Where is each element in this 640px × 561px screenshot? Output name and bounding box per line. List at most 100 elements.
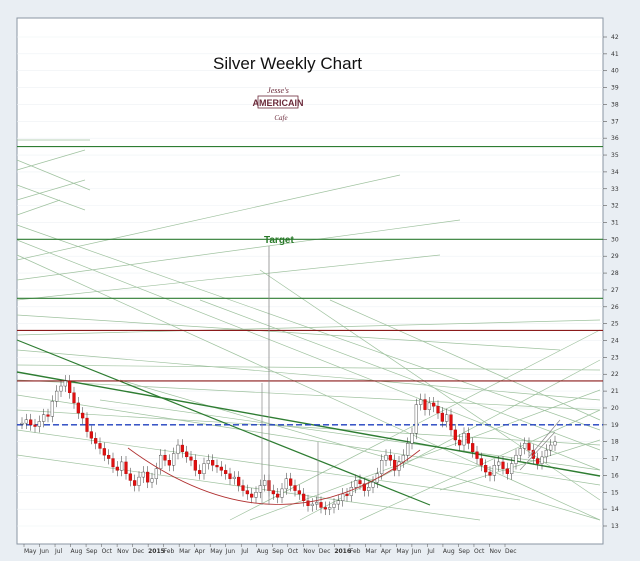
x-tick-label: May [210, 548, 223, 555]
candle-body [453, 429, 457, 441]
y-tick-label: 28 [611, 270, 619, 277]
candle-body [120, 461, 124, 471]
x-tick-label: Nov [303, 548, 315, 555]
y-tick-label: 16 [611, 472, 619, 479]
cup-arc [127, 447, 421, 505]
candle-body [37, 421, 41, 427]
x-tick-label: Sep [458, 548, 470, 555]
candle-body [440, 412, 444, 422]
y-tick-label: 40 [611, 68, 619, 75]
candle-body [237, 476, 241, 486]
y-tick-label: 31 [611, 219, 619, 226]
candle-body [475, 451, 479, 459]
x-tick-label: Feb [350, 548, 361, 555]
candle-body [124, 461, 128, 474]
x-tick-label: Mar [365, 548, 377, 555]
trendline [16, 174, 401, 261]
americain-cafe-logo: Jesse's AMERICAIN Cafe [253, 86, 304, 122]
candle-body [328, 507, 332, 510]
candle-body [488, 471, 492, 476]
candle-body [427, 402, 431, 410]
y-tick-label: 33 [611, 186, 619, 193]
candle-body [462, 433, 466, 446]
candle-body [111, 458, 115, 468]
y-tick-label: 27 [611, 287, 619, 294]
y-tick-label: 22 [611, 371, 619, 378]
x-tick-label: Oct [288, 548, 299, 555]
trendline [16, 409, 601, 446]
x-tick-label: Aug [71, 548, 83, 555]
y-tick-label: 37 [611, 118, 619, 125]
candle-body [33, 424, 37, 427]
y-tick-label: 19 [611, 422, 619, 429]
candle-body [146, 471, 150, 483]
channel-line [527, 419, 561, 459]
candle-body [358, 480, 362, 485]
candle-body [85, 417, 89, 432]
candle-body [250, 493, 254, 498]
candle-body [484, 465, 488, 473]
y-tick-label: 36 [611, 135, 619, 142]
candle-body [540, 456, 544, 464]
candle-body [549, 444, 553, 451]
y-tick-label: 14 [611, 506, 619, 513]
x-tick-label: Oct [102, 548, 113, 555]
trendline-layer [16, 139, 601, 521]
candle-body [306, 500, 310, 506]
x-tick-label: Jul [426, 548, 435, 555]
candle-body [536, 458, 540, 464]
candle-body [501, 461, 505, 469]
candle-body [553, 441, 557, 446]
y-tick-label: 25 [611, 321, 619, 328]
candle-body [284, 478, 288, 490]
candle-body [388, 454, 392, 461]
candle-body [323, 507, 327, 510]
candle-body [362, 483, 366, 491]
candle-body [76, 402, 80, 414]
candle-body [349, 487, 353, 496]
logo-line-2: AMERICAIN [253, 98, 304, 108]
trendline [329, 299, 601, 421]
x-tick-label: Jul [54, 548, 63, 555]
candle-body [224, 470, 228, 474]
y-tick-label: 42 [611, 34, 619, 41]
trendline [16, 159, 91, 191]
candle-body [159, 454, 163, 469]
candle-body [20, 422, 24, 425]
candle-body [176, 444, 180, 454]
trendline [16, 379, 601, 411]
trendline [16, 349, 601, 401]
candle-body [319, 502, 323, 508]
candle-body [50, 401, 54, 417]
candle-body [458, 439, 462, 446]
trendline [16, 429, 521, 501]
candle-body [341, 493, 345, 501]
candle-body [219, 466, 223, 471]
trendline [16, 314, 561, 351]
candle-body [436, 406, 440, 414]
y-tick-label: 32 [611, 203, 619, 210]
y-tick-label: 13 [611, 523, 619, 530]
candle-body [432, 402, 436, 407]
candle-body [68, 380, 72, 393]
candle-body [63, 380, 67, 387]
y-tick-label: 20 [611, 405, 619, 412]
candle-body [276, 493, 280, 498]
candle-body [471, 443, 475, 453]
candle-body [354, 480, 358, 488]
x-tick-label: Jun [39, 548, 50, 555]
candle-body [518, 448, 522, 456]
candle-body [401, 454, 405, 463]
y-tick-label: 26 [611, 304, 619, 311]
candle-body [150, 478, 154, 483]
x-tick-label: Dec [319, 548, 331, 555]
candle-body [510, 463, 514, 474]
candle-body [410, 433, 414, 444]
candle-body [527, 443, 531, 451]
candle-body [332, 503, 336, 508]
candle-body [185, 451, 189, 458]
candle-body [280, 488, 284, 498]
